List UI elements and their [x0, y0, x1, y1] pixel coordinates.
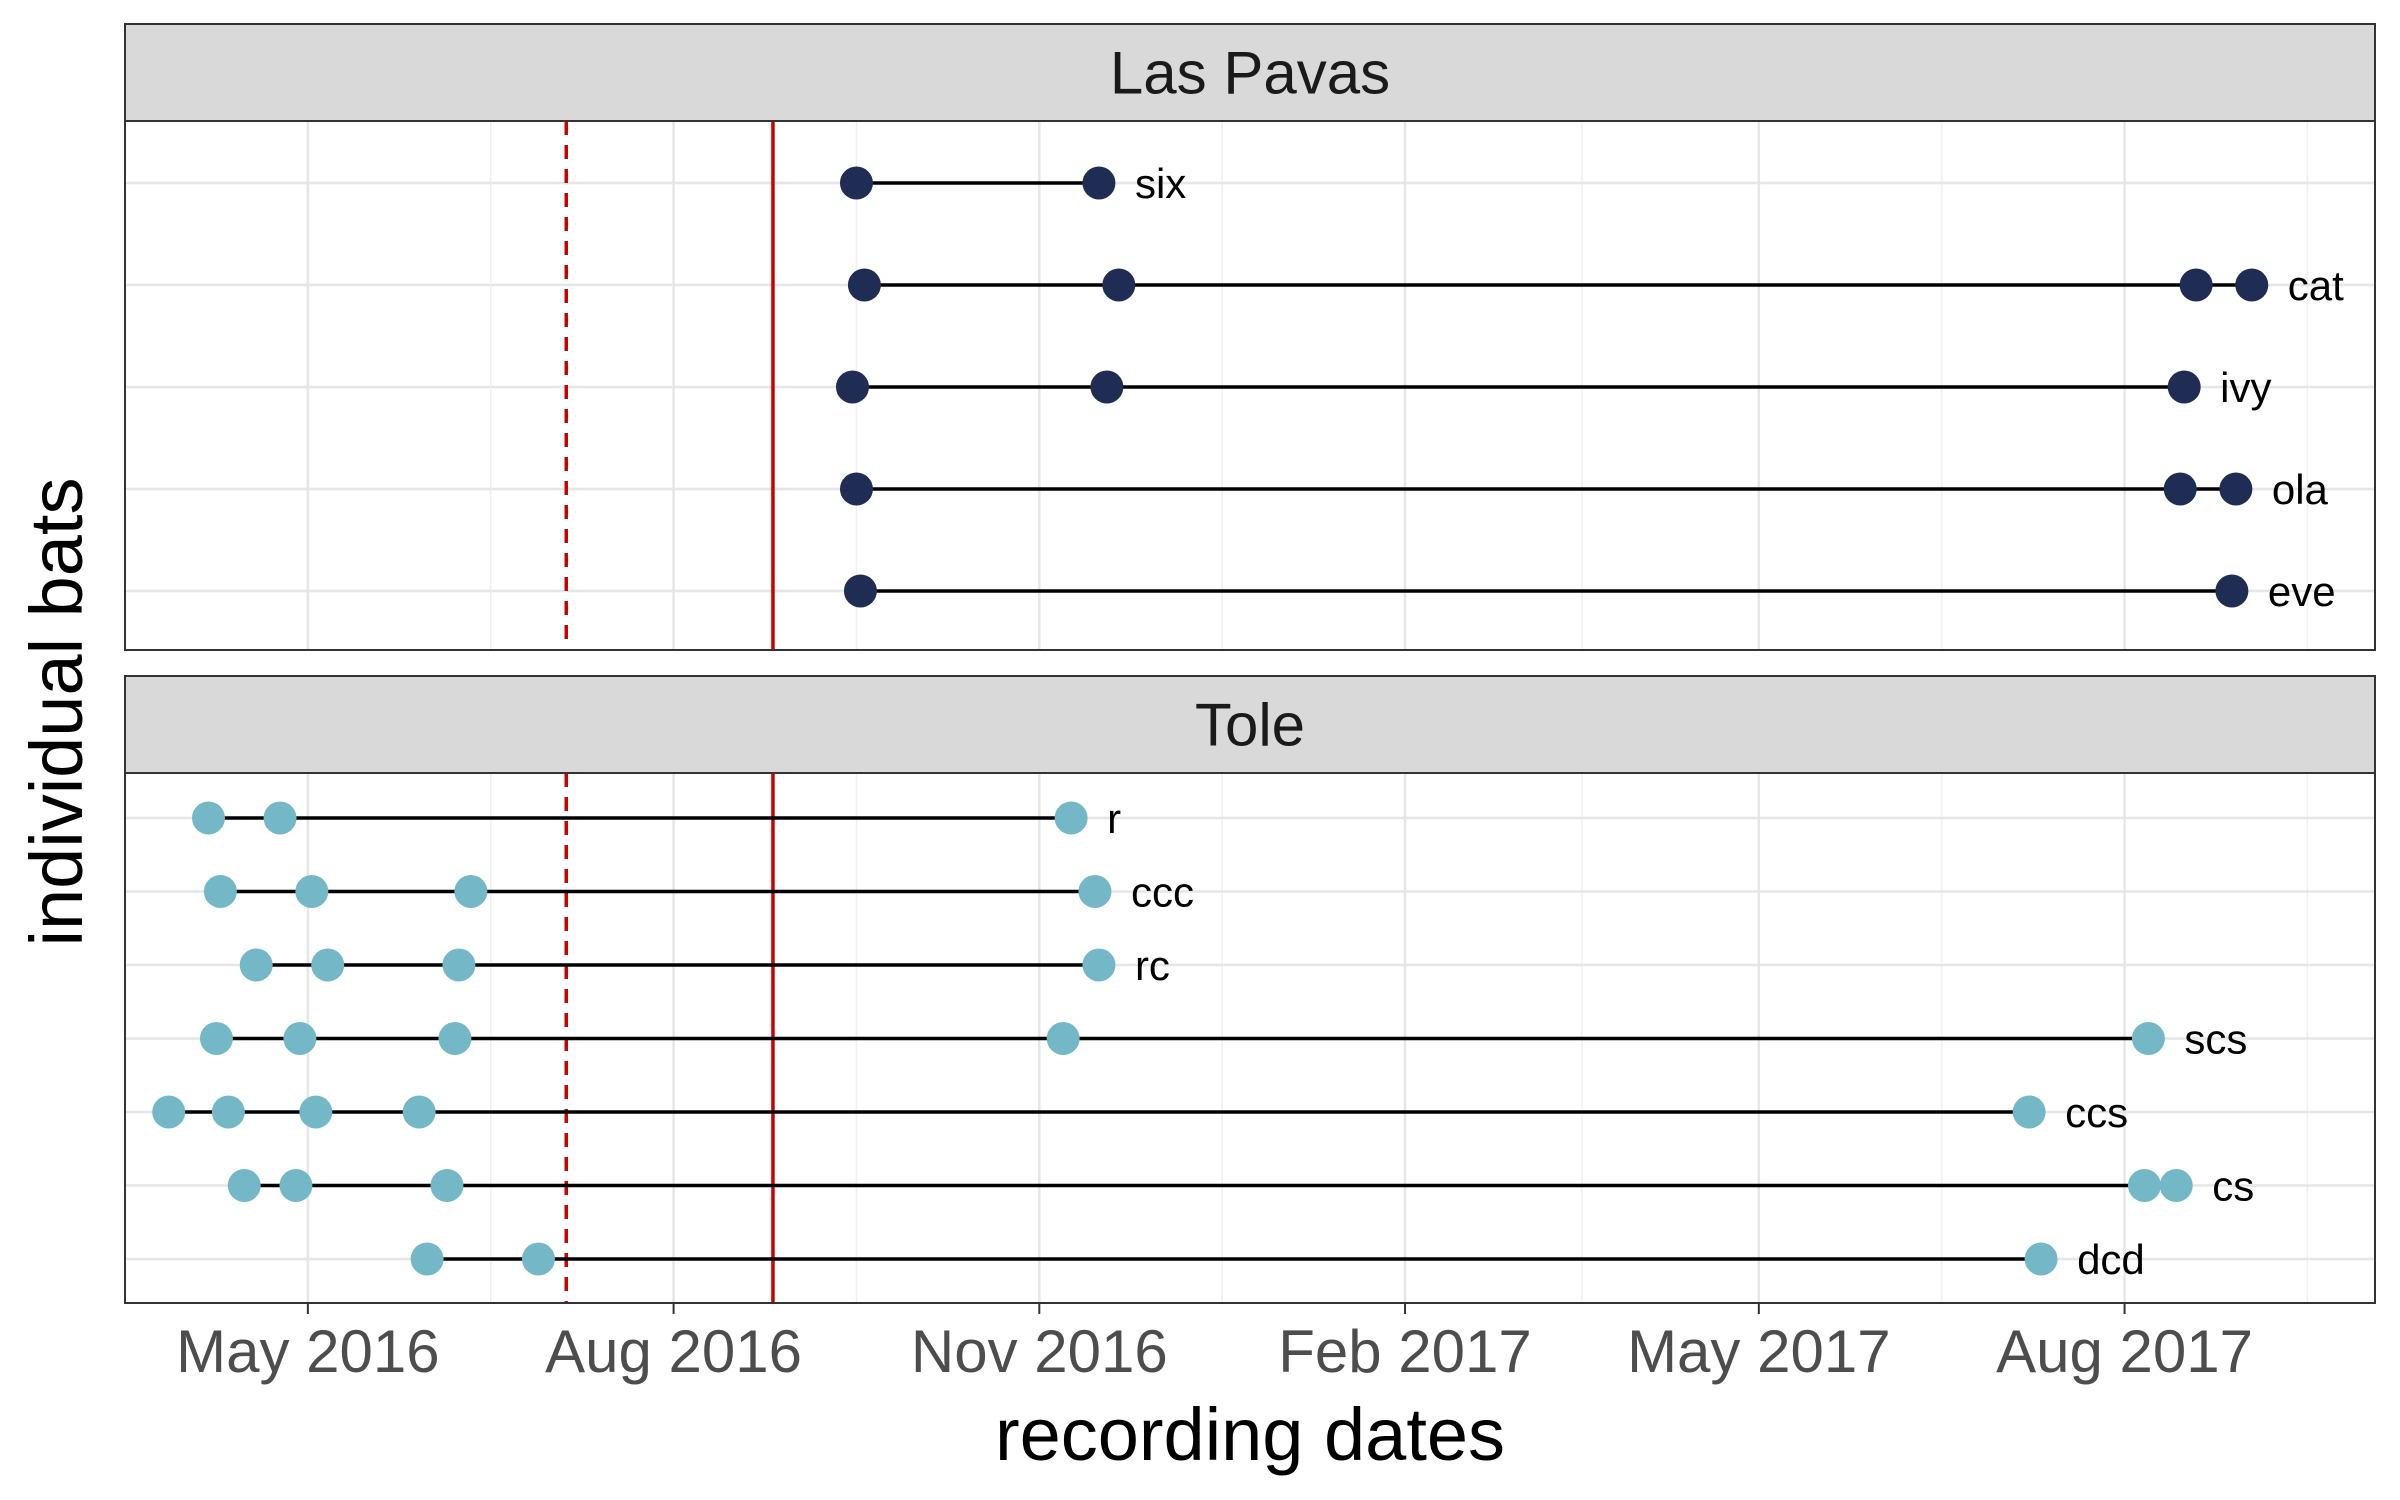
x-tick-label: May 2016	[176, 1318, 440, 1385]
bat-six: six	[839, 160, 1186, 207]
recording-point	[438, 1022, 472, 1055]
bat-label: ccc	[1131, 869, 1194, 916]
x-tick-label: Feb 2017	[1278, 1318, 1532, 1385]
bat-ivy: ivy	[835, 364, 2272, 411]
recording-point	[847, 268, 881, 302]
x-axis: May 2016 Aug 2016 Nov 2016 Feb 2017 May 2017…	[176, 1303, 2253, 1385]
recording-point	[1046, 1022, 1080, 1055]
bat-label: eve	[2268, 568, 2336, 615]
facet-strip	[124, 675, 2376, 774]
bat-ccs: ccs	[152, 1089, 2128, 1136]
y-axis-title: individual bats	[15, 478, 98, 947]
bat-ccc: ccc	[203, 869, 1194, 916]
recording-point	[191, 801, 225, 835]
recording-point	[199, 1022, 233, 1055]
bat-label: r	[1107, 795, 1121, 842]
recording-point	[1102, 268, 1136, 302]
x-tick-label: Aug 2016	[545, 1318, 802, 1385]
bat-label: dcd	[2077, 1236, 2145, 1283]
bat-scs: scs	[199, 1016, 2247, 1063]
bat-label: cs	[2212, 1163, 2254, 1210]
x-axis-title: recording dates	[995, 1393, 1505, 1476]
recording-point	[227, 1169, 261, 1202]
recording-point	[283, 1022, 317, 1055]
recording-point	[2024, 1242, 2058, 1276]
recording-point	[410, 1242, 444, 1276]
recording-point	[203, 875, 237, 908]
recording-point	[454, 875, 488, 908]
facet-title: Tole	[1195, 692, 1305, 759]
recording-point	[2159, 1169, 2193, 1202]
recording-point	[2167, 370, 2201, 404]
facet-title: Las Pavas	[1110, 40, 1390, 107]
recording-point	[1090, 370, 1124, 404]
recording-point	[843, 574, 877, 608]
bat-rc: rc	[239, 942, 1170, 989]
facet-panel-las-pavas: Las Pavas six cat ivy ola eve	[124, 23, 2376, 651]
recording-point	[263, 801, 297, 835]
recording-point	[2163, 472, 2197, 506]
recording-point	[442, 948, 476, 982]
bat-ola: ola	[839, 466, 2329, 513]
facet-strip	[124, 23, 2376, 122]
recording-point	[1054, 801, 1088, 835]
recording-point	[152, 1095, 186, 1129]
x-tick-label: Aug 2017	[1996, 1318, 2253, 1385]
recording-point	[835, 370, 869, 404]
x-tick-label: Nov 2016	[911, 1318, 1168, 1385]
recording-point	[839, 166, 873, 200]
recording-point	[2215, 574, 2249, 608]
panel-border	[124, 120, 2376, 651]
recording-point	[239, 948, 273, 982]
bat-label: ccs	[2065, 1089, 2128, 1136]
recording-point	[2131, 1022, 2165, 1055]
bat-label: ola	[2272, 466, 2329, 513]
recording-point	[2012, 1095, 2046, 1129]
recording-point	[1082, 166, 1116, 200]
recording-point	[299, 1095, 333, 1129]
bat-label: cat	[2288, 262, 2344, 309]
recording-point	[2235, 268, 2269, 302]
recording-point	[211, 1095, 245, 1129]
recording-point	[295, 875, 329, 908]
bat-cat: cat	[847, 262, 2344, 309]
recording-point	[430, 1169, 464, 1202]
x-tick-label: May 2017	[1627, 1318, 1891, 1385]
recording-point	[402, 1095, 436, 1129]
recording-point	[839, 472, 873, 506]
bat-cs: cs	[227, 1163, 2254, 1210]
bat-label: rc	[1135, 942, 1170, 989]
recording-point	[1082, 948, 1116, 982]
bat-label: scs	[2184, 1016, 2247, 1063]
bat-r: r	[191, 795, 1121, 842]
bat-eve: eve	[843, 568, 2336, 615]
recording-point	[2179, 268, 2213, 302]
recording-point	[2127, 1169, 2161, 1202]
bat-label: six	[1135, 160, 1186, 207]
bat-dcd: dcd	[410, 1236, 2145, 1283]
recording-point	[521, 1242, 555, 1276]
recording-point	[1078, 875, 1112, 908]
bat-label: ivy	[2220, 364, 2271, 411]
recording-point	[311, 948, 345, 982]
panel-border	[124, 772, 2376, 1304]
recording-point	[279, 1169, 313, 1202]
recording-point	[2219, 472, 2253, 506]
